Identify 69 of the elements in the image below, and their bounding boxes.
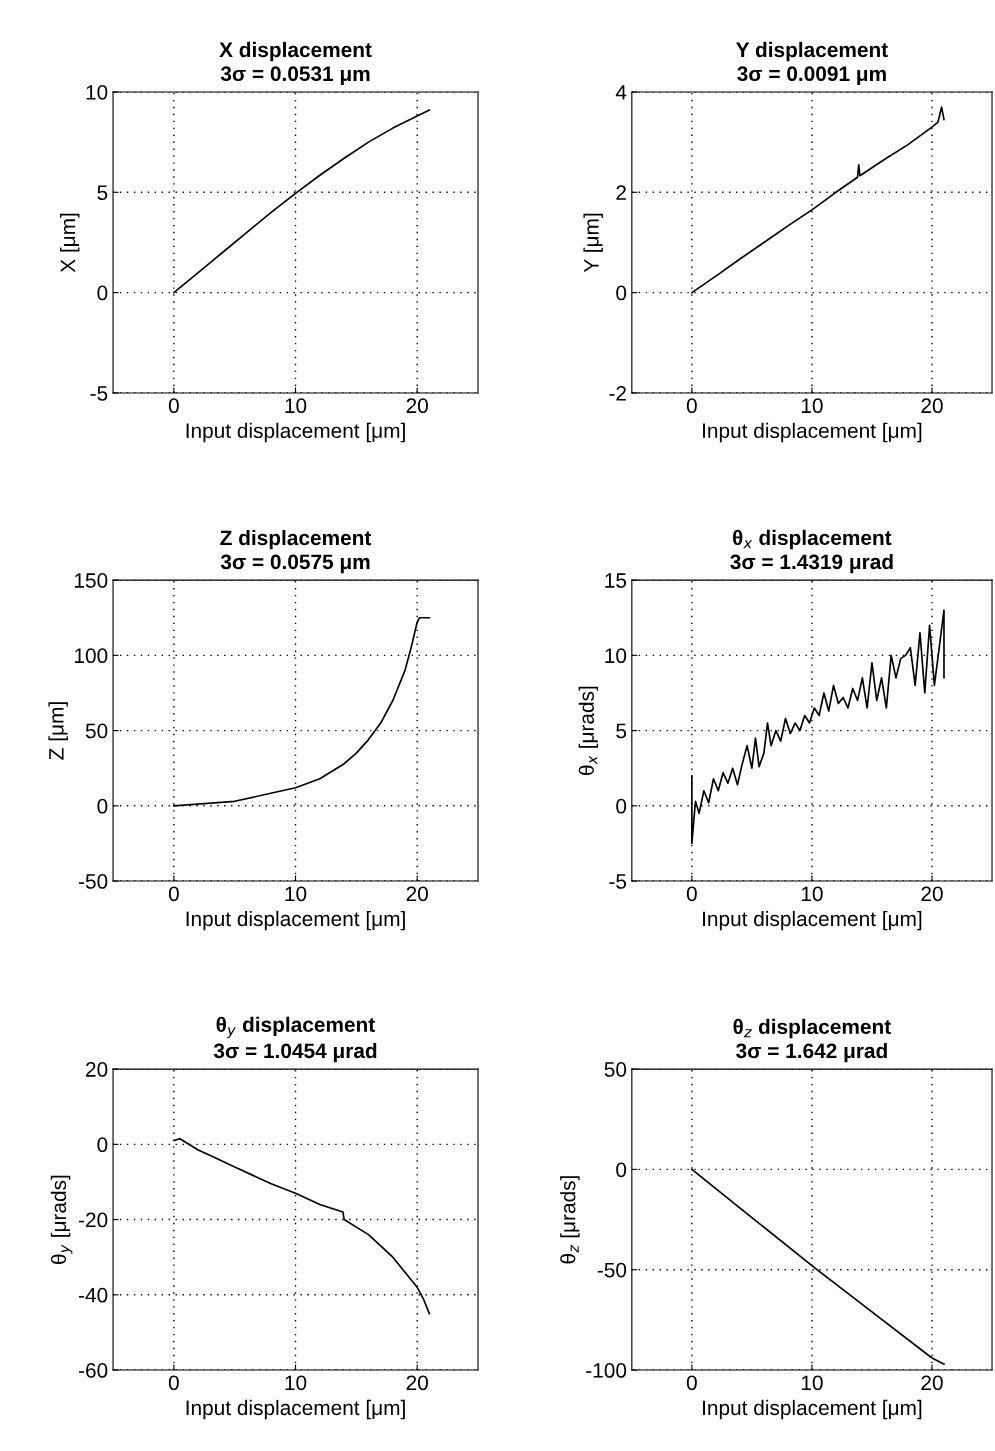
x-tick-label: 0 [686, 886, 697, 902]
y-axis-title: θ$_{x}$ [μrads] [578, 686, 599, 776]
y-axis-title: Y [μm] [583, 213, 603, 273]
chart-title: Y displacement [736, 41, 888, 62]
chart-title: θ$_{x}$ displacement [732, 529, 892, 550]
y-tick-label: -20 [78, 1212, 108, 1228]
y-tick-label: 5 [97, 185, 108, 201]
chart-title: Z displacement [220, 529, 372, 550]
x-axis-title: Input displacement [μm] [186, 910, 405, 931]
y-tick-label: 10 [605, 648, 627, 664]
y-axis-title: X [μm] [60, 213, 80, 273]
x-tick-label: 10 [285, 1375, 307, 1391]
chart-subtitle: 3σ = 1.0454 μrad [213, 1042, 377, 1063]
x-axis-title: Input displacement [μm] [186, 422, 405, 443]
y-tick-label: 0 [616, 1162, 627, 1178]
y-tick-label: -50 [78, 874, 108, 889]
y-tick-label: 0 [97, 798, 108, 814]
x-tick-label: 10 [801, 1375, 823, 1391]
chart-title: X displacement [219, 41, 372, 62]
y-tick-label: 0 [97, 285, 108, 301]
chart-subtitle: 3σ = 0.0575 μm [220, 554, 370, 574]
x-tick-label: 0 [168, 398, 179, 414]
y-axis-title: Z [μm] [48, 702, 68, 760]
y-tick-label: -2 [609, 385, 626, 401]
y-tick-label: 15 [605, 573, 627, 588]
x-tick-label: 20 [406, 886, 428, 902]
x-tick-label: 0 [168, 1375, 179, 1391]
y-tick-label: -60 [78, 1363, 108, 1378]
y-tick-label: 2 [616, 185, 626, 200]
y-tick-label: -5 [90, 386, 108, 401]
x-tick-label: 10 [801, 398, 823, 414]
x-tick-label: 20 [406, 1375, 428, 1391]
x-tick-label: 10 [285, 398, 307, 414]
y-tick-label: -50 [597, 1262, 627, 1278]
y-tick-label: -5 [609, 874, 627, 889]
chart-title: θ$_{z}$ displacement [733, 1018, 891, 1039]
y-axis-title: θ$_{y}$ [μrads] [50, 1175, 73, 1265]
x-tick-label: 20 [406, 398, 428, 414]
y-tick-label: 0 [616, 285, 627, 301]
chart-title: θ$_{y}$ displacement [216, 1016, 375, 1039]
y-tick-label: -100 [586, 1363, 627, 1378]
x-tick-label: 20 [921, 1375, 943, 1391]
y-tick-label: 0 [616, 798, 627, 814]
y-tick-label: 50 [85, 723, 108, 739]
x-tick-label: 0 [686, 1375, 697, 1391]
x-tick-label: 10 [801, 886, 823, 902]
y-tick-label: 10 [86, 84, 108, 100]
chart-subtitle: 3σ = 1.642 μrad [736, 1042, 887, 1063]
y-axis-title: θ$_{z}$ [μrads] [560, 1176, 580, 1264]
y-tick-label: 4 [615, 85, 627, 100]
x-tick-label: 0 [168, 886, 179, 902]
x-tick-label: 20 [921, 398, 943, 414]
y-tick-label: 20 [86, 1062, 108, 1077]
y-tick-label: 50 [604, 1062, 627, 1077]
x-axis-title: Input displacement [μm] [703, 422, 922, 443]
x-axis-title: Input displacement [μm] [186, 1399, 405, 1420]
y-tick-label: 5 [616, 723, 627, 739]
x-axis-title: Input displacement [μm] [703, 910, 922, 931]
y-tick-label: 0 [97, 1137, 108, 1153]
x-tick-label: 10 [285, 886, 307, 902]
y-tick-label: 100 [75, 648, 108, 664]
chart-subtitle: 3σ = 0.0091 μm [737, 66, 886, 86]
x-tick-label: 0 [686, 398, 697, 414]
y-tick-label: -40 [78, 1287, 108, 1303]
y-tick-label: 150 [75, 573, 108, 588]
chart-subtitle: 3σ = 0.0531 μm [220, 66, 370, 86]
x-axis-title: Input displacement [μm] [703, 1399, 922, 1420]
x-tick-label: 20 [921, 886, 943, 902]
chart-subtitle: 3σ = 1.4319 μrad [730, 553, 893, 574]
